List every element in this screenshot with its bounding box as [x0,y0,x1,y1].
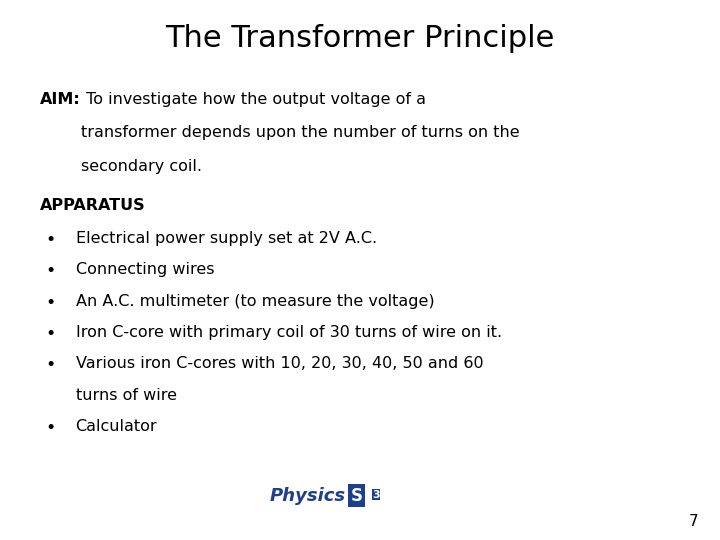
Text: To investigate how the output voltage of a: To investigate how the output voltage of… [81,92,426,107]
Text: 7: 7 [689,514,698,529]
Text: An A.C. multimeter (to measure the voltage): An A.C. multimeter (to measure the volta… [76,294,434,309]
Text: •: • [45,294,55,312]
Text: Physics: Physics [269,487,346,505]
Text: The Transformer Principle: The Transformer Principle [166,24,554,53]
Text: Various iron C-cores with 10, 20, 30, 40, 50 and 60: Various iron C-cores with 10, 20, 30, 40… [76,356,483,372]
Text: 3: 3 [372,489,380,500]
Text: secondary coil.: secondary coil. [81,159,202,174]
Text: turns of wire: turns of wire [76,388,176,403]
Text: •: • [45,419,55,437]
Text: Calculator: Calculator [76,419,157,434]
Text: •: • [45,356,55,374]
Text: Electrical power supply set at 2V A.C.: Electrical power supply set at 2V A.C. [76,231,377,246]
Text: S: S [351,487,363,505]
Text: AIM:: AIM: [40,92,81,107]
Text: APPARATUS: APPARATUS [40,198,145,213]
Text: •: • [45,262,55,280]
Text: •: • [45,325,55,343]
Text: •: • [45,231,55,249]
Text: transformer depends upon the number of turns on the: transformer depends upon the number of t… [81,125,519,140]
Text: Connecting wires: Connecting wires [76,262,214,278]
Text: Iron C-core with primary coil of 30 turns of wire on it.: Iron C-core with primary coil of 30 turn… [76,325,502,340]
